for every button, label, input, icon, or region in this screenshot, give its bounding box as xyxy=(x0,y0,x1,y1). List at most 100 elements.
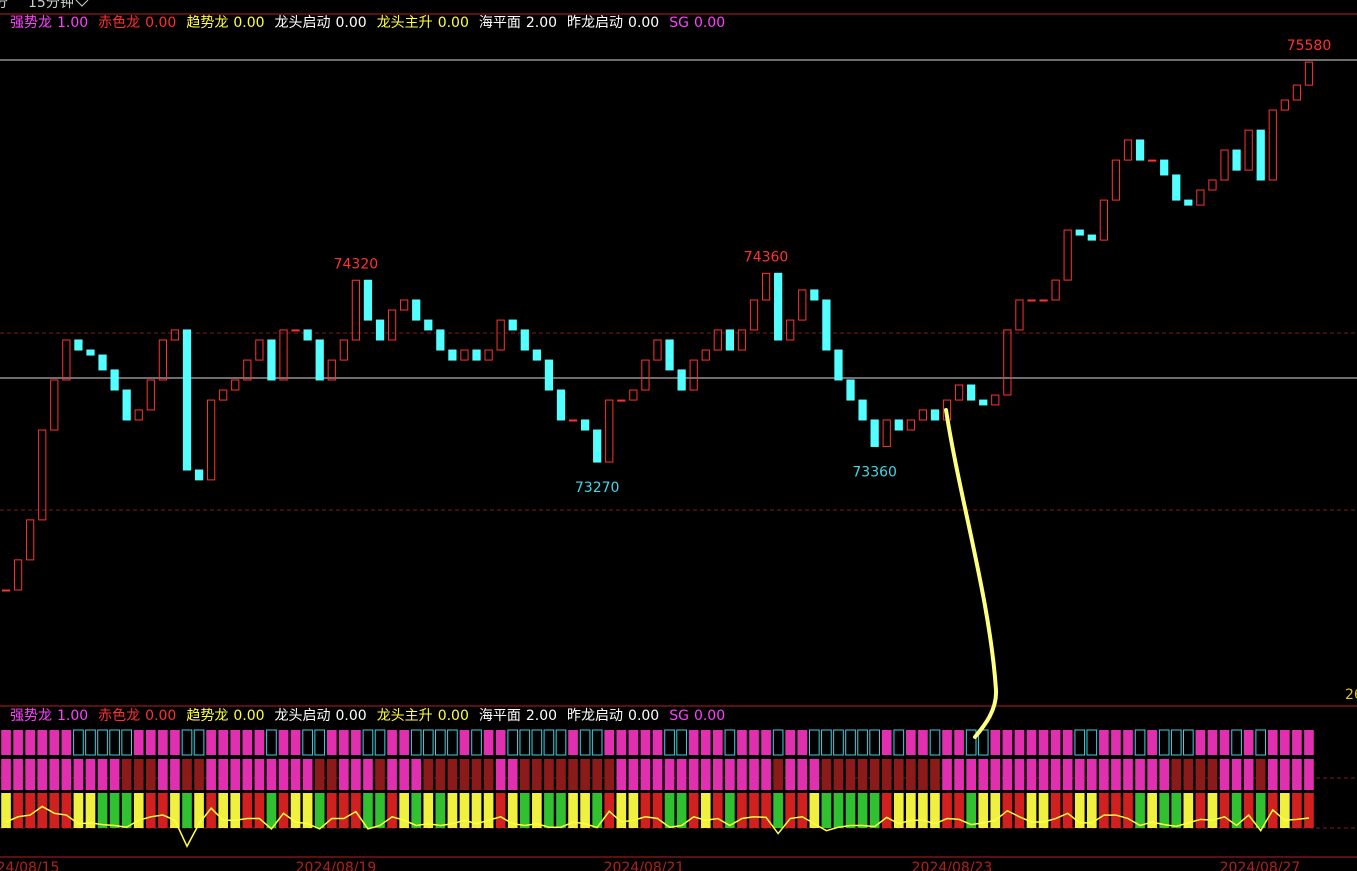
candle-down xyxy=(532,349,541,361)
signal-bar xyxy=(49,730,60,755)
signal-bar xyxy=(158,730,168,755)
trend-bar xyxy=(1195,759,1206,790)
momentum-bar xyxy=(121,793,132,828)
signal-bar xyxy=(1014,730,1025,755)
trend-bar xyxy=(435,759,446,790)
momentum-bar xyxy=(761,793,771,828)
indicator-name: 海平面 xyxy=(479,15,521,31)
momentum-bar xyxy=(73,793,84,828)
indicator-name: 龙头启动 xyxy=(275,708,331,724)
trend-bar xyxy=(1292,759,1302,790)
momentum-bar xyxy=(568,793,578,828)
dropdown-arrow[interactable] xyxy=(75,0,89,7)
tab[interactable]: 分 xyxy=(0,0,8,11)
trend-bar xyxy=(1267,759,1278,790)
trend-bar xyxy=(773,759,783,790)
signal-bar xyxy=(1255,729,1267,756)
indicator-name: 龙头启动 xyxy=(275,15,331,31)
signal-bar xyxy=(387,730,397,755)
signal-bar xyxy=(906,730,916,755)
momentum-bar xyxy=(737,793,747,828)
candle-down xyxy=(1087,234,1096,241)
trend-bar xyxy=(978,759,989,790)
trend-bar xyxy=(218,759,229,790)
trend-bar xyxy=(1062,759,1073,790)
signal-bar xyxy=(749,730,759,755)
candle-up xyxy=(231,379,240,391)
candle-up xyxy=(146,379,155,411)
candle-up xyxy=(1051,279,1060,301)
indicator-name: 赤色龙 xyxy=(98,14,140,31)
candle-down xyxy=(774,272,783,341)
trend-bar xyxy=(290,759,301,790)
candle-up xyxy=(641,359,650,391)
candle-down xyxy=(424,319,433,331)
signal-bar xyxy=(495,730,506,755)
trend-bar xyxy=(1135,759,1145,790)
momentum-bar xyxy=(435,793,446,828)
candle-up xyxy=(882,419,891,447)
momentum-bar xyxy=(725,793,735,828)
date-label: 2024/08/19 xyxy=(296,860,377,871)
candle-down xyxy=(448,349,457,361)
signal-bar xyxy=(1195,730,1206,755)
candle-up xyxy=(568,419,578,422)
signal-bar xyxy=(85,729,96,756)
momentum-bar xyxy=(254,793,265,828)
candle-up xyxy=(134,409,143,421)
trend-bar xyxy=(1231,759,1242,790)
signal-bar xyxy=(1147,730,1157,755)
momentum-bar xyxy=(314,793,325,828)
candle-down xyxy=(74,339,83,351)
trend-bar xyxy=(1171,759,1182,790)
candle-up xyxy=(1,589,11,592)
momentum-bar xyxy=(1255,793,1266,828)
candle-up xyxy=(749,299,759,331)
momentum-bar xyxy=(290,793,301,828)
signal-bar xyxy=(990,730,1001,755)
trend-bar xyxy=(676,759,687,790)
signal-bar xyxy=(218,730,229,755)
candle-down xyxy=(267,339,276,381)
trend-bar xyxy=(73,759,84,790)
trend-bar xyxy=(532,759,542,790)
candle-down xyxy=(834,349,843,381)
candle-up xyxy=(170,329,180,341)
candle-down xyxy=(1135,139,1145,161)
momentum-bar xyxy=(399,793,409,828)
signal-bar xyxy=(845,729,856,756)
signal-bar xyxy=(942,730,952,755)
signal-bar xyxy=(1123,730,1133,755)
trend-bar xyxy=(966,759,976,790)
signal-bar xyxy=(374,729,386,756)
trend-bar xyxy=(821,759,832,790)
signal-bar xyxy=(531,729,543,756)
candle-up xyxy=(26,519,35,561)
trend-bar xyxy=(1014,759,1025,790)
signal-bar xyxy=(170,730,180,755)
candle-up xyxy=(1063,229,1072,281)
trend-bar xyxy=(375,759,385,790)
period-select[interactable]: 15分钟 xyxy=(28,0,74,11)
trend-bar xyxy=(278,759,289,790)
candle-up xyxy=(351,279,361,341)
trend-bar xyxy=(314,759,325,790)
momentum-bar xyxy=(664,793,675,828)
signal-bar xyxy=(1050,730,1061,755)
momentum-bar xyxy=(773,793,783,828)
signal-bar xyxy=(507,729,519,756)
trend-bar xyxy=(387,759,397,790)
candle-up xyxy=(207,399,216,481)
trend-bar xyxy=(133,759,144,790)
trend-bar xyxy=(725,759,735,790)
hand-drawn-arrow xyxy=(944,408,999,739)
indicator-name: SG xyxy=(669,708,689,724)
trend-bar xyxy=(544,759,554,790)
signal-bar xyxy=(1231,729,1242,756)
signal-bar xyxy=(954,730,964,755)
candle-up xyxy=(50,379,59,431)
signal-bar xyxy=(1026,730,1037,755)
momentum-bar xyxy=(821,793,832,828)
momentum-bar xyxy=(1195,793,1206,828)
momentum-bar xyxy=(532,793,542,828)
